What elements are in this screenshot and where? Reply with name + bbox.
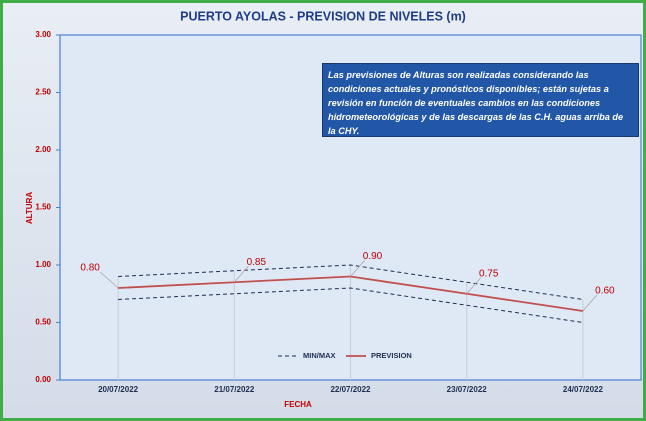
- x-tick-label: 20/07/2022: [98, 385, 139, 394]
- min-line: [118, 287, 583, 323]
- data-label: 0.75: [479, 268, 499, 279]
- x-tick-label: 21/07/2022: [214, 385, 255, 394]
- y-tick-label: 1.00: [35, 260, 51, 269]
- y-tick-label: 2.50: [35, 88, 51, 97]
- y-tick-label: 2.00: [35, 145, 51, 154]
- legend-label: MIN/MAX: [303, 351, 336, 360]
- max-line: [118, 264, 583, 300]
- y-tick-label: 3.00: [35, 30, 51, 39]
- x-axis-label: FECHA: [284, 400, 312, 409]
- data-label: 0.85: [247, 257, 267, 268]
- y-tick-label: 0.50: [35, 318, 51, 327]
- chart-title: PUERTO AYOLAS - PREVISION DE NIVELES (m): [180, 9, 466, 23]
- note-box: Las previsiones de Alturas son realizada…: [322, 63, 639, 137]
- label-leader: [99, 271, 119, 289]
- y-axis-label: ALTURA: [25, 192, 34, 225]
- data-label: 0.60: [595, 286, 615, 297]
- label-leader: [582, 294, 598, 312]
- legend-label: PREVISION: [371, 351, 412, 360]
- x-tick-label: 24/07/2022: [563, 385, 604, 394]
- y-tick-label: 1.50: [35, 203, 51, 212]
- label-leader: [466, 277, 482, 295]
- data-label: 0.90: [363, 251, 383, 262]
- data-label: 0.80: [80, 263, 100, 274]
- x-tick-label: 23/07/2022: [447, 385, 488, 394]
- x-tick-label: 22/07/2022: [330, 385, 371, 394]
- label-leader: [233, 265, 249, 283]
- y-tick-label: 0.00: [35, 375, 51, 384]
- label-leader: [350, 260, 365, 277]
